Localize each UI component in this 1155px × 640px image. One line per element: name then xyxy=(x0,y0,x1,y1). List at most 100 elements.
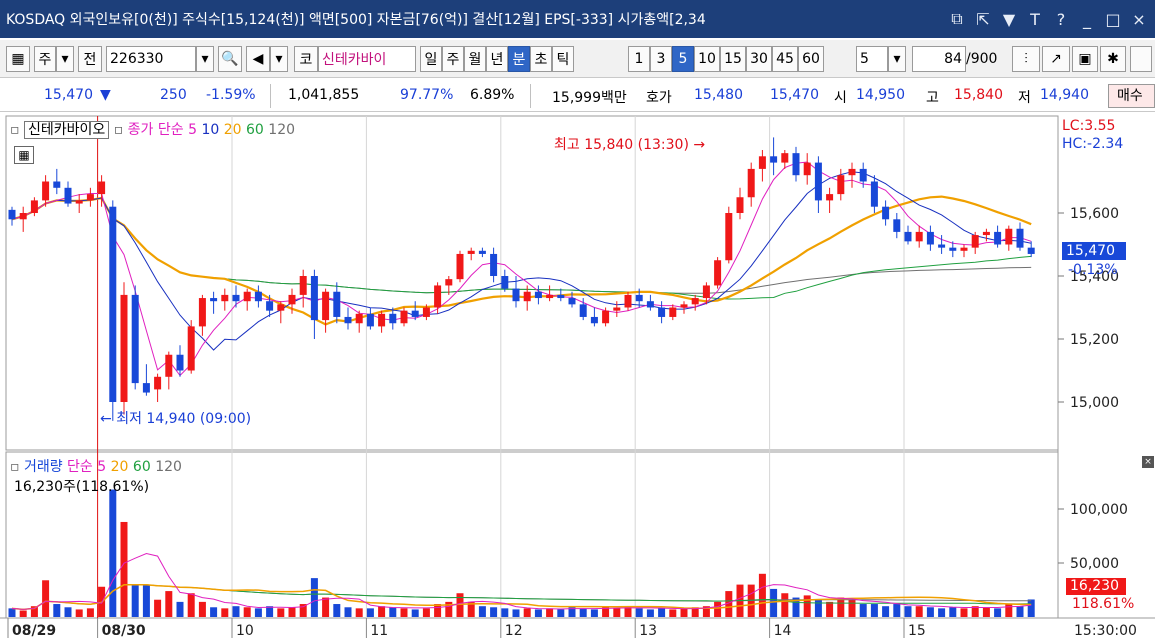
candle-body xyxy=(389,313,397,324)
gear-icon[interactable]: ✱ xyxy=(1100,46,1126,72)
x-axis-time: 15:30:00 xyxy=(1074,623,1137,639)
sound-icon[interactable]: ◀ xyxy=(246,46,270,72)
volume-bar xyxy=(949,607,957,617)
type-dropdown-icon[interactable]: ▾ xyxy=(56,46,74,72)
code-dropdown-icon[interactable]: ▾ xyxy=(196,46,214,72)
checkbox[interactable] xyxy=(1130,46,1152,72)
candle-body xyxy=(198,298,206,327)
type-select-label[interactable]: 주 xyxy=(34,46,56,72)
volume-bar xyxy=(445,601,453,617)
volume-bar xyxy=(792,597,800,617)
candle-body xyxy=(42,181,50,201)
table-icon[interactable]: ▦ xyxy=(14,146,34,164)
period-button-1[interactable]: 주 xyxy=(442,46,464,72)
candle-body xyxy=(8,209,16,220)
stock-name-field[interactable]: 신테카바이 xyxy=(318,46,416,72)
candle-body xyxy=(445,279,453,286)
line-draw-icon[interactable]: ↗ xyxy=(1042,46,1070,72)
candle-body xyxy=(366,313,374,327)
chart-type-icon[interactable]: ▦ xyxy=(6,46,30,72)
legend-ma60: 60 xyxy=(246,122,264,138)
interval-button-10[interactable]: 10 xyxy=(694,46,720,72)
candle-body xyxy=(467,250,475,254)
candle-body xyxy=(613,307,621,311)
volume-bar xyxy=(646,609,654,617)
price-legend: ▫ 신테카바이오 ▫ 종가 단순 5 10 20 60 120 xyxy=(10,121,296,139)
sound-dropdown-icon[interactable]: ▾ xyxy=(270,46,288,72)
interval-button-60[interactable]: 60 xyxy=(798,46,824,72)
count-input[interactable]: 84 xyxy=(912,46,966,72)
interval-button-30[interactable]: 30 xyxy=(746,46,772,72)
y-tick-label: 15,200 xyxy=(1070,332,1119,348)
period-button-6[interactable]: 틱 xyxy=(552,46,574,72)
volume-bar xyxy=(120,521,128,617)
x-axis-label: 13 xyxy=(639,623,657,639)
legend-ma120: 120 xyxy=(268,122,296,138)
search-icon[interactable]: 🔍 xyxy=(218,46,242,72)
x-axis-label: 08/30 xyxy=(102,623,146,639)
candle-body xyxy=(176,354,184,371)
volume-bar xyxy=(378,606,386,617)
candle-body xyxy=(288,294,296,305)
volume-bar xyxy=(501,608,509,617)
candle-body xyxy=(971,235,979,248)
interval-select[interactable]: 5 xyxy=(856,46,888,72)
buy-button[interactable]: 매수 xyxy=(1108,84,1155,108)
volume-bar xyxy=(714,601,722,617)
candle-body xyxy=(725,213,733,261)
interval-dropdown-icon[interactable]: ▾ xyxy=(888,46,906,72)
interval-button-3[interactable]: 3 xyxy=(650,46,672,72)
hoga-label: 호가 xyxy=(646,90,672,106)
close-icon[interactable]: × xyxy=(1132,9,1146,29)
volume-bar xyxy=(288,607,296,617)
volume-bar xyxy=(19,610,27,617)
current-price-tag: 15,470 xyxy=(1062,242,1126,260)
code-input[interactable]: 226330 xyxy=(106,46,196,72)
volume-bar xyxy=(579,608,587,617)
period-button-2[interactable]: 월 xyxy=(464,46,486,72)
vol-ma20-line xyxy=(11,584,1032,611)
period-button-0[interactable]: 일 xyxy=(420,46,442,72)
close-panel-icon[interactable]: × xyxy=(1142,456,1154,468)
volume-bar xyxy=(176,601,184,617)
candle-body xyxy=(434,285,442,308)
restore-icon[interactable]: ⧉ xyxy=(951,9,963,28)
chart-area[interactable]: 15,600 15,400 15,200 15,000 100,000 50,000 08… xyxy=(0,114,1155,640)
period-button-4[interactable]: 분 xyxy=(508,46,530,72)
y-tick-label: 15,400 xyxy=(1070,269,1119,285)
font-icon[interactable]: T xyxy=(1030,9,1040,29)
candle-body xyxy=(165,354,173,377)
popout-icon[interactable]: ⇱ xyxy=(976,9,990,29)
volume-bar xyxy=(590,609,598,617)
period-button-3[interactable]: 년 xyxy=(486,46,508,72)
candle-settings-icon[interactable]: ⫶ xyxy=(1012,46,1040,72)
minimize-icon[interactable]: _ xyxy=(1083,9,1091,29)
candle-body xyxy=(915,231,923,242)
candle-body xyxy=(826,194,834,201)
volume-bar xyxy=(837,597,845,617)
candle-body xyxy=(960,247,968,251)
legend-ma10: 10 xyxy=(201,122,220,138)
chart-toolbar: ▦ 주 ▾ 전 226330 ▾ 🔍 ◀ ▾ 코 신테카바이 5 ▾ 84 /9… xyxy=(0,40,1155,78)
legend-stock-name[interactable]: 신테카바이오 xyxy=(23,121,110,139)
high-label: 고 xyxy=(926,90,939,106)
volume-bar xyxy=(848,599,856,617)
interval-button-5[interactable]: 5 xyxy=(672,46,694,72)
volume-bar xyxy=(456,593,464,617)
candle-body xyxy=(926,231,934,245)
save-icon[interactable]: ▣ xyxy=(1072,46,1098,72)
volume-bar xyxy=(926,607,934,617)
prev-button[interactable]: 전 xyxy=(78,46,102,72)
candle-body xyxy=(938,244,946,248)
pin-icon[interactable]: ▼ xyxy=(1002,9,1016,29)
interval-button-1[interactable]: 1 xyxy=(628,46,650,72)
period-button-5[interactable]: 초 xyxy=(530,46,552,72)
candle-body xyxy=(75,200,83,204)
turnover-rate: 6.89% xyxy=(470,87,515,103)
interval-button-45[interactable]: 45 xyxy=(772,46,798,72)
maximize-icon[interactable]: □ xyxy=(1105,9,1121,29)
help-icon[interactable]: ? xyxy=(1056,9,1066,29)
max-note: 최고 15,840 (13:30) → xyxy=(554,137,706,153)
interval-button-15[interactable]: 15 xyxy=(720,46,746,72)
bid-price: 15,470 xyxy=(770,87,819,103)
